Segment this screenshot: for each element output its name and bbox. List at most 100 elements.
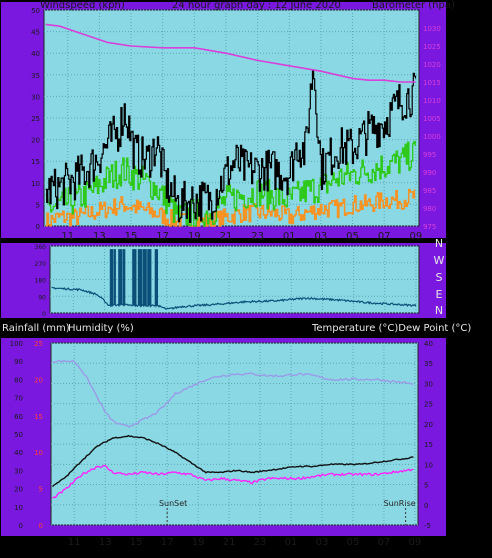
wind-y-tick: 45: [31, 29, 40, 37]
x-tick-label: 07: [378, 537, 391, 548]
baro-y-tick: 995: [423, 151, 436, 159]
direction-grid: 0 90 180 270 360: [35, 244, 419, 318]
wind-direction-line: [51, 249, 417, 310]
compass-label: S: [436, 271, 443, 284]
temp-y-tick: 25: [424, 401, 433, 409]
direction-y-tick: 180: [35, 278, 47, 285]
baro-y-tick: 975: [423, 223, 436, 231]
temp-y-tick: 40: [424, 340, 433, 348]
x-tick-label: 15: [130, 537, 143, 548]
wind-axis-title: Windspeed (kph): [40, 0, 125, 11]
wind-speed-line: [45, 69, 417, 223]
x-tick-label: 21: [223, 537, 236, 548]
humidity-y-tick: 0: [19, 522, 23, 530]
rainfall-y-tick: 0: [39, 522, 43, 530]
direction-y-tick: 360: [35, 244, 47, 251]
x-tick-label: 23: [254, 537, 267, 548]
wind-average-line: [45, 188, 416, 227]
baro-y-tick: 1000: [423, 133, 441, 141]
compass-label: N: [435, 237, 443, 250]
temp-y-tick: 5: [424, 482, 428, 490]
compass-label: W: [434, 254, 445, 267]
temp-y-tick: 35: [424, 360, 433, 368]
sunset-label: SunSet: [159, 499, 187, 508]
wind-y-tick: 40: [31, 50, 40, 58]
baro-y-tick: 1015: [423, 79, 441, 87]
x-tick-label: 05: [347, 537, 360, 548]
wind-y-tick: 0: [36, 223, 40, 231]
x-tick-label: 17: [156, 231, 169, 242]
direction-y-tick: 90: [38, 294, 46, 301]
temp-grid: 11 13 15 17 19 21 23 01 03 05 07 09: [68, 343, 421, 548]
x-tick-label: 05: [346, 231, 359, 242]
wind-y-tick: 35: [31, 72, 40, 80]
x-tick-label: 21: [220, 231, 233, 242]
x-tick-label: 11: [68, 537, 81, 548]
x-tick-label: 03: [316, 537, 329, 548]
temp-y-tick: 10: [424, 461, 433, 469]
x-tick-label: 07: [378, 231, 391, 242]
humidity-y-tick: 90: [14, 358, 23, 366]
wind-y-tick: 15: [31, 158, 40, 166]
temp-y-tick: 20: [424, 421, 433, 429]
compass-label: N: [435, 304, 443, 317]
humidity-y-tick: 20: [14, 486, 23, 494]
temp-y-tick: 30: [424, 380, 433, 388]
dewpoint-line: [52, 464, 414, 499]
humidity-y-tick: 10: [14, 504, 23, 512]
direction-y-tick: 270: [35, 261, 47, 268]
rainfall-y-tick: 25: [34, 340, 43, 348]
humidity-axis-title: Humidity (%): [68, 323, 134, 334]
x-tick-label: 19: [192, 537, 205, 548]
wind-y-tick: 10: [31, 180, 40, 188]
baro-y-tick: 1030: [423, 25, 441, 33]
wind-y-tick: 20: [31, 137, 40, 145]
humidity-y-tick: 80: [14, 376, 23, 384]
x-tick-label: 09: [409, 537, 422, 548]
humidity-y-tick: 40: [14, 449, 23, 457]
temp-y-tick: 0: [424, 502, 428, 510]
temp-dew-axis-title: Temperature (°C)Dew Point (°C): [311, 323, 471, 334]
baro-y-tick: 1010: [423, 97, 441, 105]
x-tick-label: 17: [161, 537, 174, 548]
x-tick-label: 01: [285, 537, 298, 548]
x-tick-label: 19: [188, 231, 201, 242]
x-tick-label: 09: [409, 231, 422, 242]
compass-label: E: [436, 288, 443, 301]
barometer-axis-title: Barometer (hpa): [372, 0, 455, 11]
rainfall-y-tick: 5: [39, 486, 43, 494]
humidity-y-tick: 30: [14, 467, 23, 475]
x-tick-label: 11: [61, 231, 74, 242]
wind-y-tick: 25: [31, 115, 40, 123]
x-tick-label: 13: [99, 537, 112, 548]
rainfall-y-tick: 10: [34, 449, 43, 457]
humidity-y-tick: 60: [14, 413, 23, 421]
sunrise-label: SunRise: [384, 499, 416, 508]
humidity-y-tick: 100: [10, 340, 23, 348]
baro-y-tick: 985: [423, 187, 436, 195]
x-tick-label: 01: [283, 231, 296, 242]
x-tick-label: 23: [251, 231, 264, 242]
wind-gust-line: [45, 140, 416, 227]
rainfall-axis-title: Rainfall (mm): [2, 323, 70, 334]
x-tick-label: 13: [93, 231, 106, 242]
barometer-line: [45, 23, 416, 83]
humidity-y-tick: 70: [14, 395, 23, 403]
graph-title: 24 hour graph day : 12 June 2020: [172, 0, 341, 11]
baro-y-tick: 980: [423, 205, 436, 213]
wind-y-tick: 5: [36, 201, 40, 209]
baro-y-tick: 1025: [423, 43, 441, 51]
baro-y-tick: 1005: [423, 115, 441, 123]
x-tick-label: 15: [125, 231, 138, 242]
temp-y-tick: 15: [424, 441, 433, 449]
wind-y-tick: 30: [31, 93, 40, 101]
baro-y-tick: 1020: [423, 61, 441, 69]
direction-y-tick: 0: [42, 311, 46, 318]
wind-y-tick: 50: [31, 7, 40, 15]
rainfall-y-tick: 15: [34, 413, 43, 421]
temp-grid: 0 10 20 30 40 50 60 70 80 90 100 0 5 10 15 20 25 -5 0 5 10 15…: [10, 340, 433, 530]
rainfall-y-tick: 20: [34, 376, 43, 384]
temp-plot-area: [50, 342, 419, 526]
